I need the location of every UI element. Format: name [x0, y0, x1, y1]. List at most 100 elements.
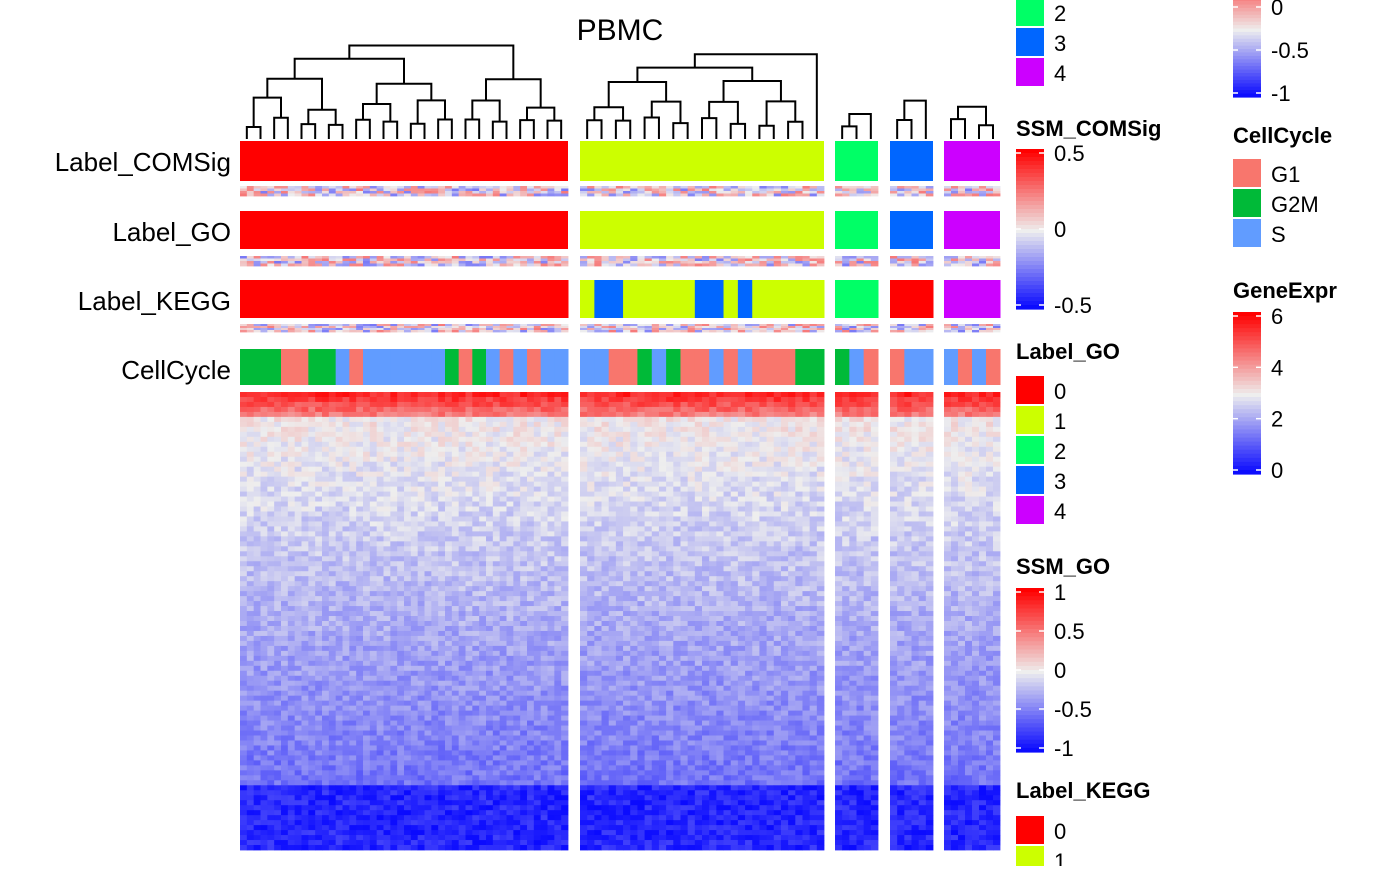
heatmap-cell [445, 417, 452, 422]
heatmap-cell [507, 452, 514, 457]
heatmap-cell [363, 601, 370, 606]
heatmap-cell [479, 840, 486, 845]
heatmap-cell [384, 661, 391, 666]
heatmap-cell [336, 716, 343, 721]
heatmap-cell [418, 417, 425, 422]
heatmap-cell [513, 671, 520, 676]
heatmap-cell [254, 556, 261, 561]
heatmap-cell [302, 482, 309, 487]
heatmap-cell [666, 457, 674, 462]
heatmap-cell [343, 432, 350, 437]
heatmap-cell [390, 502, 397, 507]
heatmap-cell [425, 576, 432, 581]
heatmap-cell [630, 432, 638, 437]
heatmap-cell [411, 397, 418, 402]
heatmap-cell [459, 581, 466, 586]
heatmap-cell [513, 531, 520, 536]
heatmap-cell [288, 507, 295, 512]
heatmap-cell [709, 412, 717, 417]
heatmap-cell [308, 701, 315, 706]
heatmap-cell [322, 516, 329, 521]
heatmap-cell [261, 536, 268, 541]
heatmap-cell [493, 427, 500, 432]
heatmap-cell [240, 736, 247, 741]
heatmap-cell [500, 646, 507, 651]
heatmap-cell [308, 596, 315, 601]
heatmap-cell [513, 731, 520, 736]
heatmap-cell [594, 397, 602, 402]
heatmap-cell [384, 740, 391, 745]
heatmap-cell [329, 477, 336, 482]
heatmap-cell [390, 437, 397, 442]
heatmap-cell [472, 676, 479, 681]
heatmap-cell [281, 755, 288, 760]
heatmap-cell [459, 477, 466, 482]
heatmap-cell [315, 551, 322, 556]
heatmap-cell [580, 452, 588, 457]
heatmap-cell [261, 840, 268, 845]
heatmap-cell [425, 825, 432, 830]
heatmap-cell [673, 417, 681, 422]
heatmap-cell [377, 681, 384, 686]
heatmap-cell [472, 571, 479, 576]
heatmap-cell [731, 402, 739, 407]
heatmap-cell [349, 437, 356, 442]
heatmap-cell [554, 790, 561, 795]
heatmap-cell [247, 497, 254, 502]
heatmap-cell [507, 686, 514, 691]
heatmap-cell [548, 442, 555, 447]
heatmap-cell [384, 795, 391, 800]
heatmap-cell [281, 676, 288, 681]
heatmap-cell [322, 457, 329, 462]
heatmap-cell [356, 397, 363, 402]
heatmap-cell [431, 755, 438, 760]
heatmap-cell [472, 726, 479, 731]
heatmap-cell [349, 795, 356, 800]
heatmap-cell [418, 482, 425, 487]
heatmap-cell [554, 507, 561, 512]
heatmap-cell [404, 666, 411, 671]
heatmap-cell [247, 472, 254, 477]
heatmap-cell [261, 676, 268, 681]
heatmap-cell [554, 397, 561, 402]
heatmap-cell [425, 770, 432, 775]
heatmap-cell [329, 556, 336, 561]
heatmap-cell [466, 511, 473, 516]
heatmap-cell [384, 516, 391, 521]
heatmap-cell [336, 392, 343, 397]
heatmap-cell [745, 402, 753, 407]
heatmap-cell [445, 830, 452, 835]
heatmap-cell [602, 437, 610, 442]
heatmap-cell [554, 566, 561, 571]
heatmap-cell [336, 641, 343, 646]
heatmap-cell [493, 760, 500, 765]
heatmap-cell [288, 770, 295, 775]
heatmap-cell [274, 546, 281, 551]
heatmap-cell [507, 561, 514, 566]
heatmap-cell [274, 696, 281, 701]
heatmap-cell [247, 636, 254, 641]
heatmap-cell [431, 721, 438, 726]
heatmap-cell [288, 526, 295, 531]
heatmap-cell [673, 467, 681, 472]
heatmap-cell [288, 656, 295, 661]
heatmap-cell [486, 795, 493, 800]
heatmap-cell [459, 402, 466, 407]
heatmap-cell [370, 765, 377, 770]
heatmap-cell [336, 686, 343, 691]
heatmap-cell [302, 785, 309, 790]
heatmap-cell [267, 442, 274, 447]
heatmap-cell [534, 745, 541, 750]
heatmap-cell [418, 586, 425, 591]
heatmap-cell [322, 412, 329, 417]
heatmap-cell [281, 845, 288, 850]
heatmap-cell [513, 616, 520, 621]
heatmap-cell [302, 397, 309, 402]
heatmap-cell [254, 760, 261, 765]
heatmap-cell [493, 706, 500, 711]
heatmap-cell [240, 701, 247, 706]
heatmap-cell [472, 417, 479, 422]
heatmap-cell [425, 477, 432, 482]
heatmap-cell [500, 696, 507, 701]
heatmap-cell [397, 835, 404, 840]
